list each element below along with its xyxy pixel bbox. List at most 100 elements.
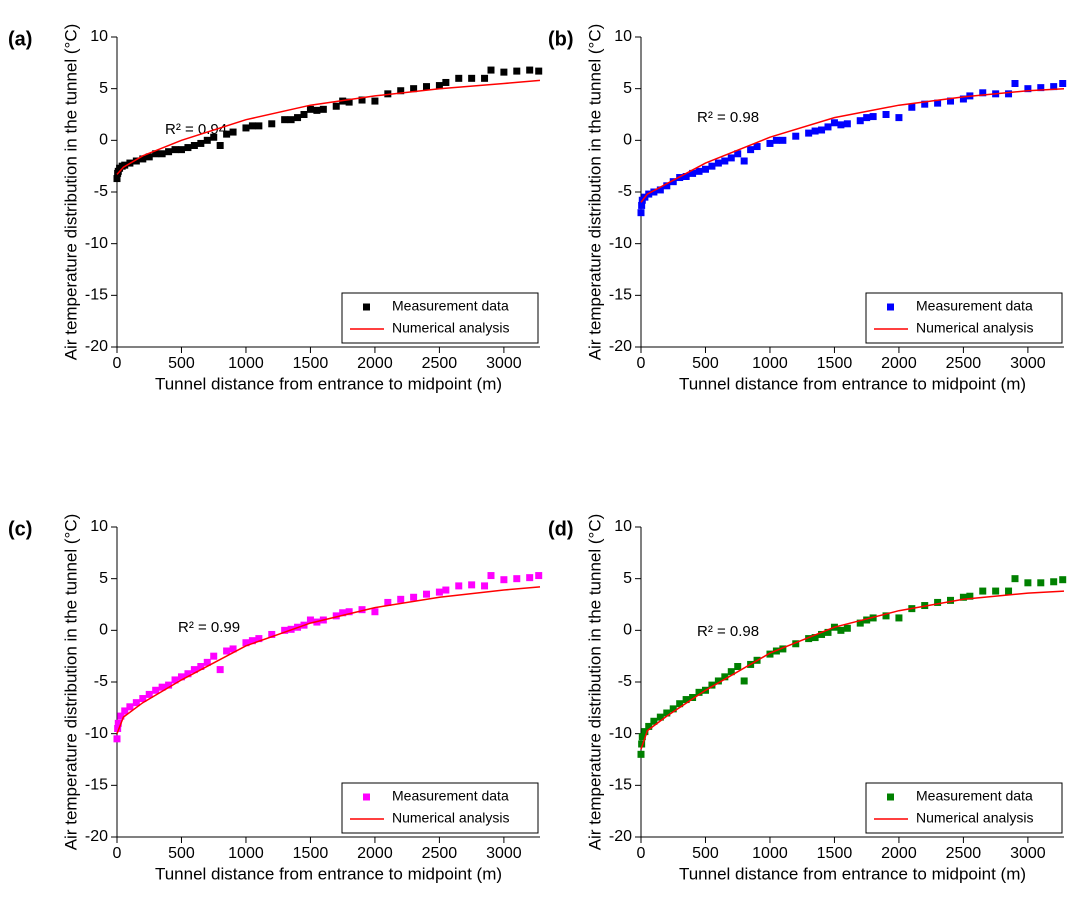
data-point xyxy=(210,133,218,141)
data-point xyxy=(113,175,121,183)
data-point xyxy=(792,132,800,140)
x-tick-label: 2500 xyxy=(422,355,458,372)
data-point xyxy=(766,650,774,658)
data-point xyxy=(223,130,231,138)
data-point xyxy=(766,139,774,147)
data-point xyxy=(487,572,495,580)
x-tick-label: 2000 xyxy=(357,355,393,372)
data-point xyxy=(656,713,664,721)
annotation: R² = 0.98 xyxy=(697,623,759,640)
data-point xyxy=(843,120,851,128)
x-tick-label: 0 xyxy=(113,355,122,372)
data-point xyxy=(1059,80,1067,87)
data-point xyxy=(197,139,205,147)
data-point xyxy=(882,111,890,118)
data-point xyxy=(753,143,761,151)
data-point xyxy=(287,116,295,124)
data-point xyxy=(487,66,495,74)
legend-label: Numerical analysis xyxy=(392,320,509,336)
y-tick-label: -5 xyxy=(94,183,108,200)
y-axis-label: Air temperature distribution in the tunn… xyxy=(585,24,604,361)
x-tick-label: 1500 xyxy=(817,845,853,862)
data-point xyxy=(1011,575,1019,583)
data-point xyxy=(216,666,224,674)
x-tick-label: 2000 xyxy=(881,845,917,862)
y-tick-label: -5 xyxy=(618,673,632,690)
data-point xyxy=(526,574,534,582)
data-point xyxy=(747,146,755,154)
data-point xyxy=(242,124,250,132)
data-point xyxy=(650,717,658,725)
legend-label: Numerical analysis xyxy=(916,810,1033,826)
data-point xyxy=(300,111,308,118)
data-point xyxy=(371,608,379,616)
fit-line xyxy=(116,586,541,734)
y-tick-label: -5 xyxy=(618,183,632,200)
data-point xyxy=(856,117,864,125)
data-point xyxy=(682,696,690,704)
data-point xyxy=(339,609,347,617)
data-point xyxy=(714,159,722,167)
annotation: R² = 0.99 xyxy=(178,619,240,636)
legend-label: Measurement data xyxy=(392,788,509,804)
y-tick-label: 5 xyxy=(99,570,108,587)
data-point xyxy=(740,157,748,165)
data-point xyxy=(184,670,192,678)
x-tick-label: 1500 xyxy=(293,845,329,862)
data-point xyxy=(824,123,832,131)
data-point xyxy=(152,150,160,158)
y-tick-label: 10 xyxy=(614,28,632,45)
data-point xyxy=(837,121,845,129)
legend-marker xyxy=(887,303,894,311)
data-point xyxy=(966,592,974,600)
y-tick-label: -15 xyxy=(609,287,632,304)
data-point xyxy=(708,681,716,689)
x-axis-label: Tunnel distance from entrance to midpoin… xyxy=(679,374,1026,393)
data-point xyxy=(1050,83,1058,91)
x-tick-label: 1000 xyxy=(752,845,788,862)
data-point xyxy=(818,630,826,638)
data-point xyxy=(1005,587,1013,595)
x-tick-label: 500 xyxy=(692,845,719,862)
data-point xyxy=(139,155,147,163)
data-point xyxy=(779,136,787,144)
data-point xyxy=(145,690,153,698)
data-point xyxy=(306,105,314,113)
data-point xyxy=(481,582,489,590)
x-tick-label: 0 xyxy=(637,355,646,372)
data-point xyxy=(843,624,851,632)
data-point xyxy=(856,619,864,627)
y-tick-label: -20 xyxy=(609,338,632,355)
x-axis-label: Tunnel distance from entrance to midpoin… xyxy=(155,864,502,883)
data-point xyxy=(772,136,780,144)
data-point xyxy=(959,95,967,103)
data-point xyxy=(255,635,263,643)
data-point xyxy=(779,645,787,653)
y-axis-label: Air temperature distribution in the tunn… xyxy=(585,514,604,851)
data-point xyxy=(139,695,147,703)
data-point xyxy=(268,630,276,638)
data-point xyxy=(442,586,450,594)
data-point xyxy=(805,635,813,643)
fit-line xyxy=(640,87,1065,203)
data-point xyxy=(397,595,405,603)
data-point xyxy=(645,722,653,730)
data-point xyxy=(734,150,742,158)
data-point xyxy=(242,639,250,647)
data-point xyxy=(177,146,185,154)
x-tick-label: 1000 xyxy=(228,355,264,372)
data-point xyxy=(410,85,418,93)
data-point xyxy=(641,728,649,736)
data-point xyxy=(535,572,543,580)
y-tick-label: -5 xyxy=(94,673,108,690)
x-tick-label: 0 xyxy=(637,845,646,862)
legend-marker xyxy=(887,793,894,801)
data-point xyxy=(190,142,198,149)
y-tick-label: -20 xyxy=(609,828,632,845)
data-point xyxy=(721,673,729,681)
data-point xyxy=(117,712,125,720)
data-point xyxy=(197,663,205,670)
y-tick-label: 0 xyxy=(99,622,108,639)
data-point xyxy=(371,97,379,105)
